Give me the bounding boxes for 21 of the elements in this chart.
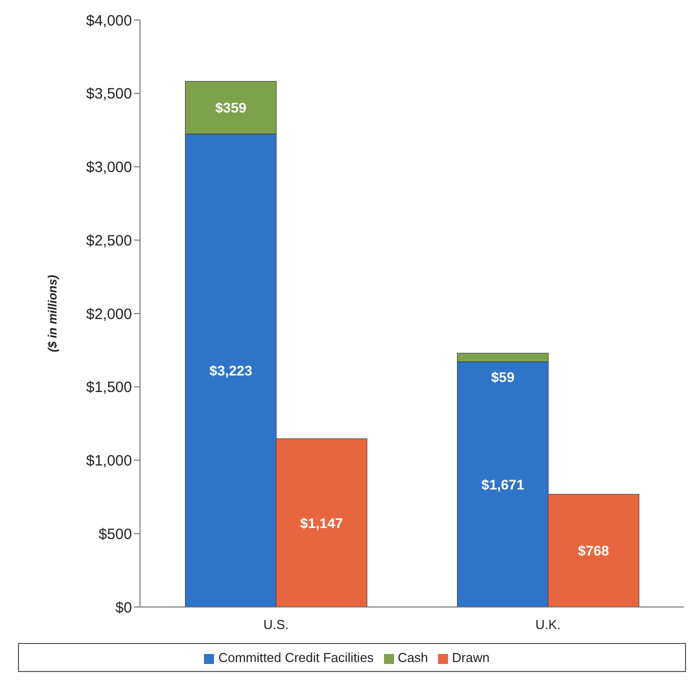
y-tick-label: $1,500 (86, 379, 132, 396)
legend-label: Cash (398, 650, 428, 665)
data-label: $1,671 (481, 476, 524, 492)
y-tick-label: $4,000 (86, 12, 132, 30)
y-tick-label: $2,000 (86, 306, 132, 323)
x-tick-label: U.S. (263, 617, 289, 632)
y-tick-label: $2,500 (86, 232, 132, 250)
data-label: $359 (215, 100, 247, 116)
legend-label: Drawn (452, 650, 490, 665)
data-label: $768 (578, 542, 610, 559)
y-tick-label: $3,500 (86, 86, 132, 103)
x-tick-label: U.K. (535, 617, 561, 632)
y-tick-label: $0 (115, 599, 132, 616)
legend-label: Committed Credit Facilities (218, 650, 374, 665)
y-axis-title: ($ in millions) (45, 274, 60, 352)
data-label: $59 (491, 368, 515, 385)
y-tick-label: $1,000 (86, 452, 132, 470)
y-tick-label: $3,000 (86, 159, 132, 176)
y-tick-label: $500 (98, 526, 132, 543)
data-label: $1,147 (300, 514, 344, 531)
data-label: $3,223 (209, 362, 252, 379)
